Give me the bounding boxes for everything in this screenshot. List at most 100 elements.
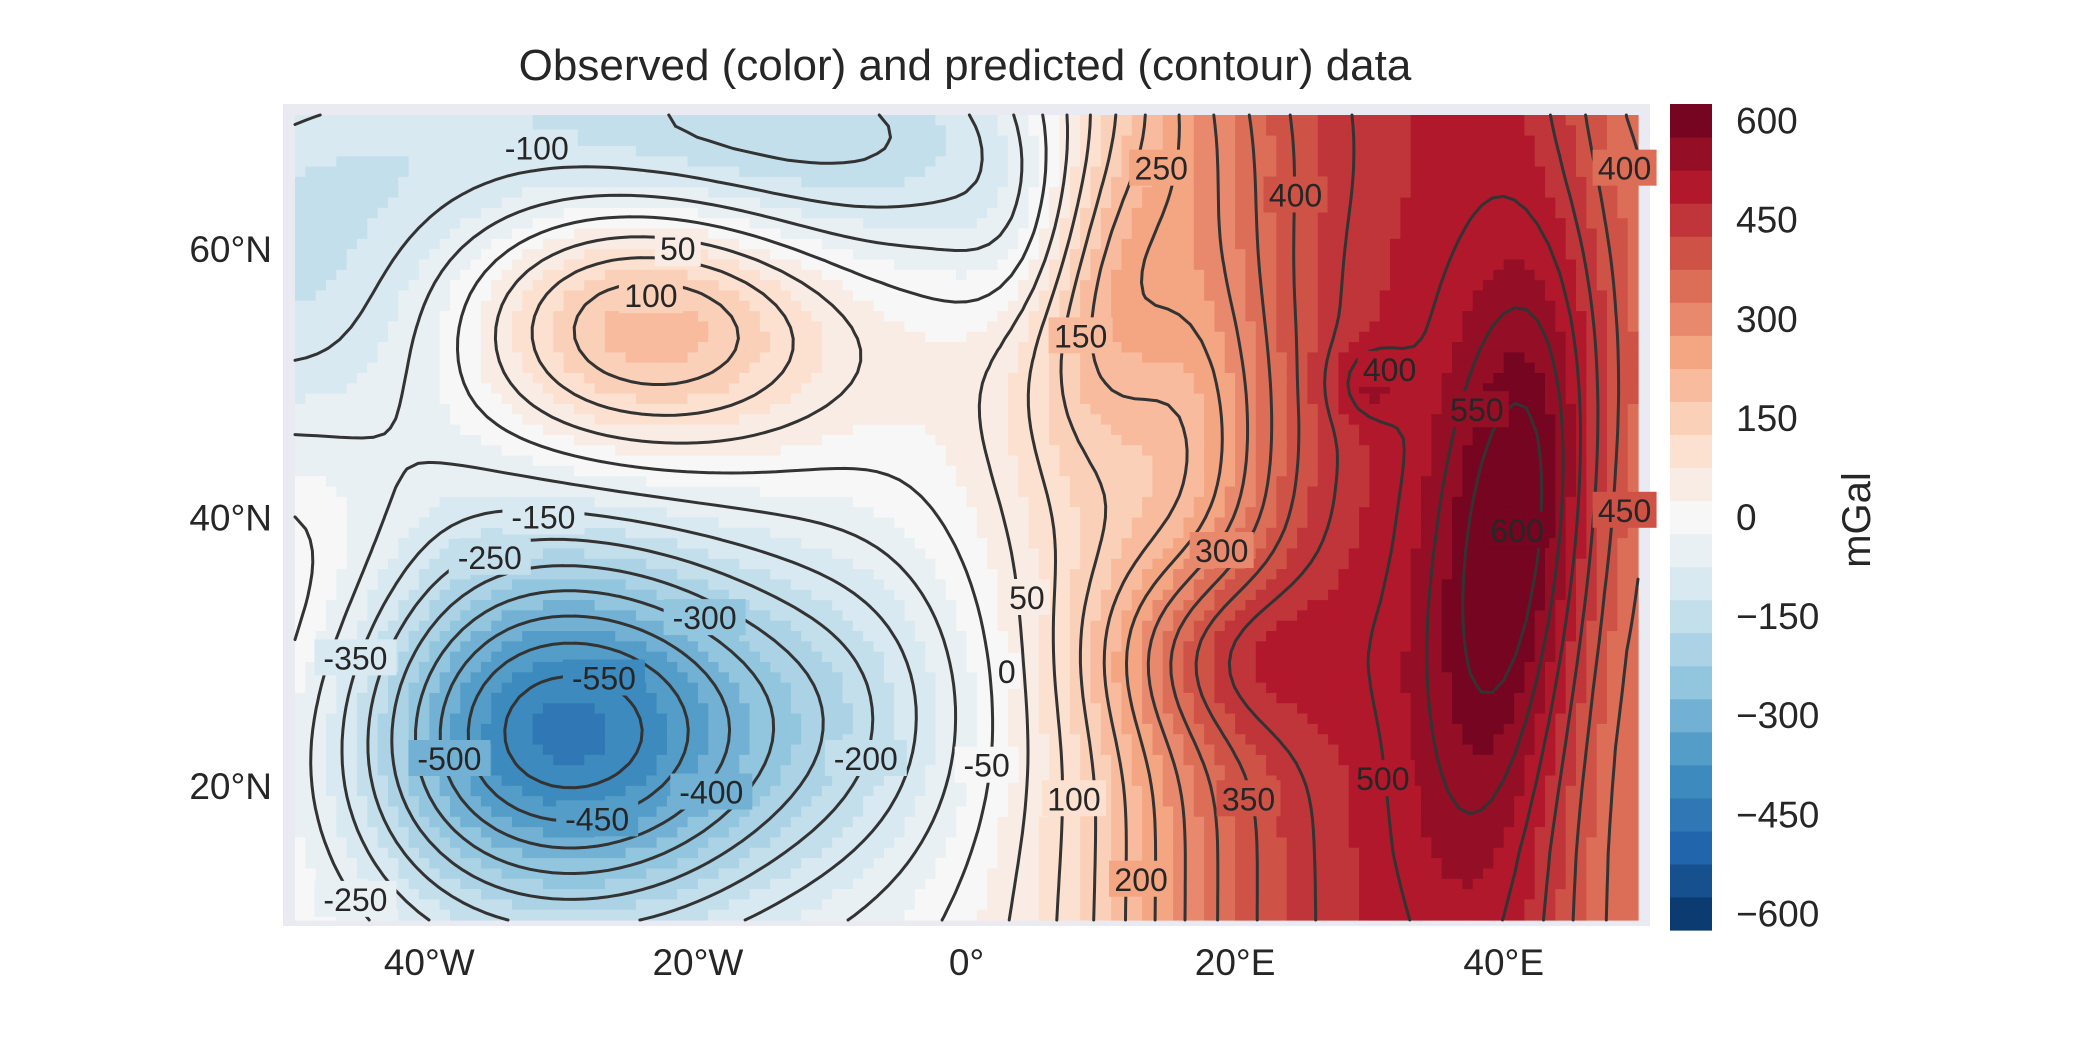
field-cell xyxy=(1317,424,1329,436)
field-cell xyxy=(542,362,554,374)
field-cell xyxy=(1152,445,1164,457)
field-cell xyxy=(1576,156,1587,168)
field-cell xyxy=(1235,156,1247,168)
field-cell xyxy=(470,187,482,199)
field-cell xyxy=(1586,424,1598,436)
field-cell xyxy=(935,373,947,384)
field-cell xyxy=(1607,445,1618,457)
field-cell xyxy=(1297,218,1309,230)
field-cell xyxy=(1359,269,1370,281)
field-cell xyxy=(295,207,306,219)
field-cell xyxy=(1617,125,1629,137)
field-cell xyxy=(1173,249,1185,261)
field-cell xyxy=(346,207,358,219)
field-cell xyxy=(604,373,616,384)
field-cell xyxy=(480,476,492,488)
field-cell xyxy=(1235,115,1247,126)
field-cell xyxy=(677,145,689,157)
field-cell xyxy=(1193,269,1205,281)
field-cell xyxy=(1297,383,1309,395)
field-cell xyxy=(553,465,565,477)
field-cell xyxy=(687,362,699,374)
field-cell xyxy=(708,228,720,240)
field-cell xyxy=(1390,434,1401,446)
field-cell xyxy=(1503,300,1515,312)
field-cell xyxy=(615,445,627,457)
field-cell xyxy=(604,476,616,488)
field-cell xyxy=(1565,135,1577,147)
field-cell xyxy=(563,228,575,240)
field-cell xyxy=(1379,445,1391,457)
field-cell xyxy=(1421,115,1432,126)
field-cell xyxy=(666,434,678,446)
field-cell xyxy=(863,434,875,446)
field-cell xyxy=(1069,486,1081,498)
field-cell xyxy=(1069,465,1081,477)
field-cell xyxy=(1390,290,1401,302)
field-cell xyxy=(594,414,606,426)
field-cell xyxy=(1607,373,1618,384)
field-cell xyxy=(832,145,844,157)
field-cell xyxy=(573,465,585,477)
field-cell xyxy=(914,280,926,292)
field-cell xyxy=(522,228,534,240)
field-cell xyxy=(325,414,337,426)
field-cell xyxy=(1379,486,1391,498)
field-cell xyxy=(305,115,317,126)
field-cell xyxy=(997,486,1009,498)
field-cell xyxy=(1338,218,1350,230)
field-cell xyxy=(604,207,616,219)
field-cell xyxy=(1627,476,1639,488)
field-cell xyxy=(1018,424,1030,436)
field-cell xyxy=(1204,269,1216,281)
field-cell xyxy=(801,414,813,426)
field-cell xyxy=(1173,455,1185,467)
field-cell xyxy=(863,414,875,426)
field-cell xyxy=(522,115,534,126)
field-cell xyxy=(470,197,482,209)
field-cell xyxy=(1224,280,1236,292)
field-cell xyxy=(914,166,926,178)
field-cell xyxy=(1307,362,1319,374)
field-cell xyxy=(997,156,1009,168)
field-cell xyxy=(1173,321,1185,333)
field-cell xyxy=(1090,352,1102,364)
field-cell xyxy=(511,424,523,436)
field-cell xyxy=(1204,393,1216,405)
field-cell xyxy=(987,362,999,374)
field-cell xyxy=(956,238,968,250)
field-cell xyxy=(1018,156,1030,168)
field-cell xyxy=(966,228,978,240)
field-cell xyxy=(460,507,472,519)
field-cell xyxy=(997,496,1009,508)
field-cell xyxy=(501,249,513,261)
field-cell xyxy=(625,465,637,477)
field-cell xyxy=(1565,207,1577,219)
field-cell xyxy=(811,207,823,219)
field-cell xyxy=(935,218,947,230)
field-cell xyxy=(573,331,585,343)
field-cell xyxy=(1121,238,1133,250)
field-cell xyxy=(1131,249,1143,261)
field-cell xyxy=(387,403,399,415)
field-cell xyxy=(387,352,399,364)
field-cell xyxy=(935,280,947,292)
field-cell xyxy=(387,197,399,209)
field-cell xyxy=(1266,486,1278,498)
field-cell xyxy=(522,187,534,199)
field-cell xyxy=(408,115,420,126)
field-cell xyxy=(1183,218,1195,230)
field-cell xyxy=(873,176,885,188)
field-cell xyxy=(367,455,379,467)
field-cell xyxy=(1348,496,1360,508)
field-cell xyxy=(687,125,699,137)
field-cell xyxy=(1018,321,1030,333)
field-cell xyxy=(346,300,358,312)
field-cell xyxy=(1555,125,1567,137)
field-cell xyxy=(780,187,792,199)
field-cell xyxy=(336,393,348,405)
field-cell xyxy=(976,187,988,199)
field-cell xyxy=(377,321,389,333)
field-cell xyxy=(604,218,616,230)
field-cell xyxy=(1421,176,1432,188)
